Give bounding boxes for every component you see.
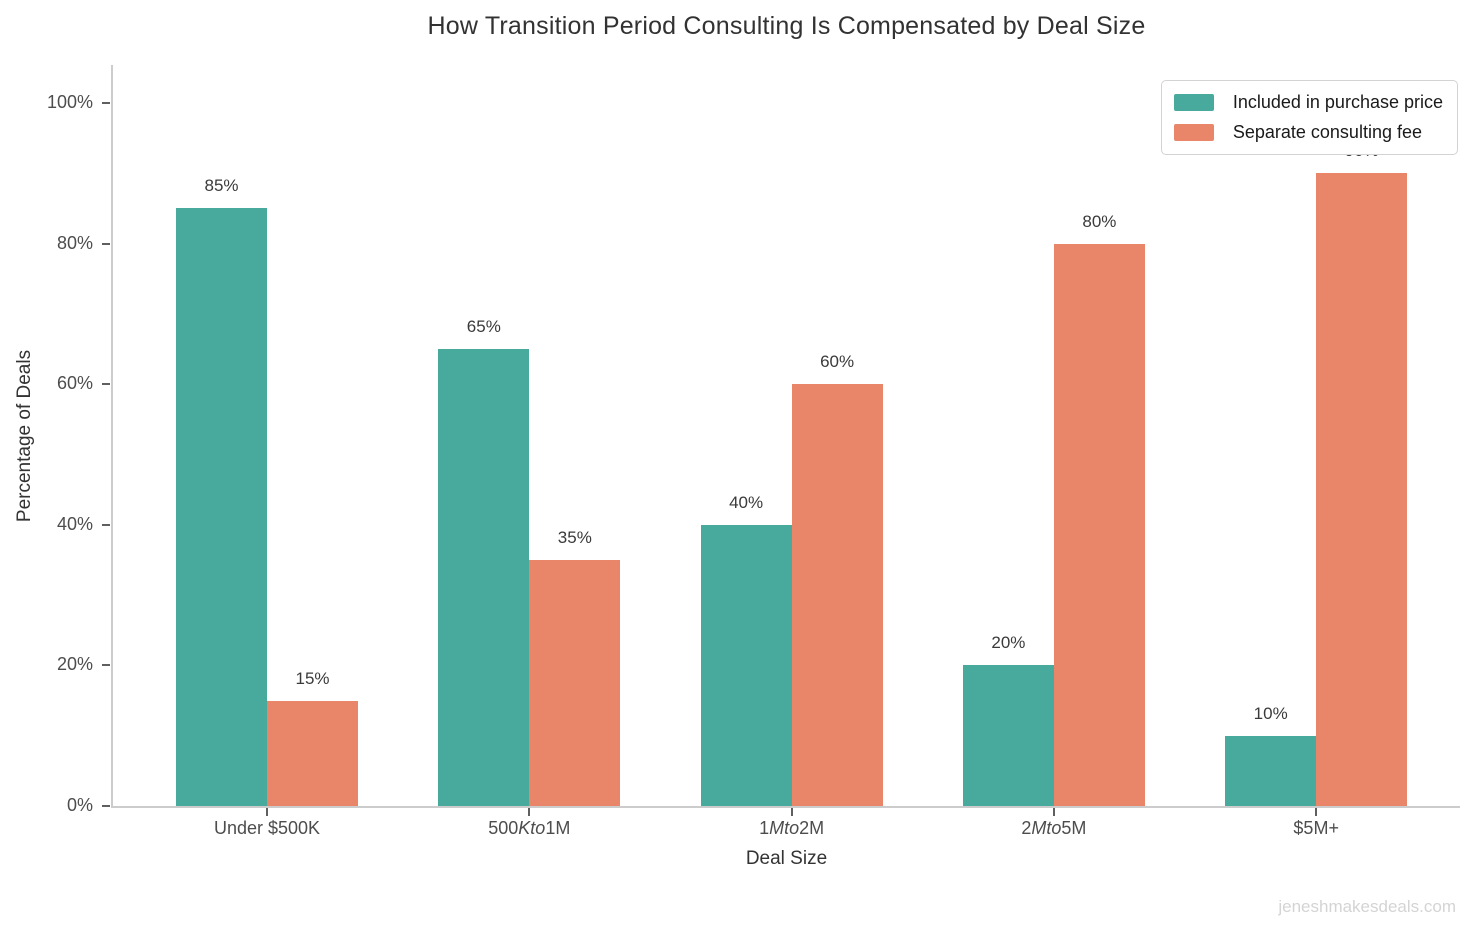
y-tick-label: 80% [56,232,93,253]
value-label: 15% [295,668,330,688]
plot-area: 85%65%40%20%10%15%35%60%80%90% 0%20%40%6… [47,65,1460,869]
y-tick [102,523,110,526]
value-label: 60% [820,352,855,372]
chart-title: How Transition Period Consulting Is Comp… [427,12,1146,40]
y-tick [102,805,110,807]
bar [1316,173,1408,806]
x-tick-label-part: 1M [545,818,571,838]
x-tick-label-part: Under $500K [213,818,321,838]
y-axis-label: Percentage of Deals [14,349,35,523]
bar [1225,735,1317,806]
legend-swatch-icon [1173,94,1214,111]
legend: Included in purchase price Separate consu… [1160,80,1458,155]
y-axis-spine [111,65,113,806]
bar [267,700,358,806]
y-tick-label: 40% [56,513,93,534]
x-tick-label-part: 500 [488,818,519,838]
x-tick-label-part: 2 [1021,818,1032,838]
value-label: 80% [1082,211,1117,231]
x-tick [266,808,268,816]
x-tick [1052,808,1055,816]
x-tick-label-part: Mto [1031,818,1062,838]
legend-label: Separate consulting fee [1232,122,1422,142]
x-tick [790,808,793,816]
x-tick-label: 2Mto5M [1021,818,1086,839]
value-label: 85% [204,176,239,196]
legend-label: Included in purchase price [1232,92,1443,112]
x-tick-label: 500Kto1M [488,818,570,839]
x-tick-label: Under $500K [214,818,320,839]
value-label: 10% [1253,703,1288,723]
x-tick-label: 1Mto2M [759,818,824,839]
bar [176,208,267,806]
value-label: 35% [557,527,592,547]
y-tick [102,242,110,245]
bar [962,665,1054,806]
x-tick-label: $5M+ [1293,818,1339,839]
legend-item: Included in purchase price [1173,92,1443,113]
value-label: 40% [729,492,764,512]
x-tick [528,808,531,816]
watermark: jeneshmakesdeals.com [1278,897,1456,916]
legend-item: Separate consulting fee [1173,122,1443,143]
y-tick-label: 100% [46,91,93,112]
x-axis-label: Deal Size [745,848,828,869]
x-axis-spine [111,806,1460,808]
x-tick-label-part: Kto [518,818,546,838]
bar [1053,243,1145,806]
x-tick-label-part: Mto [769,818,800,838]
y-tick-label: 20% [56,654,93,675]
y-tick [102,664,110,667]
x-tick-label-part: 5M [1061,818,1087,838]
x-tick-label-part: $5M+ [1293,818,1339,838]
y-tick [102,101,110,104]
value-label: 20% [991,633,1026,653]
y-tick-label: 0% [66,795,93,815]
value-label: 65% [466,316,501,336]
bar [529,559,621,806]
x-tick-label-part: 1 [759,818,770,838]
y-tick [102,383,110,386]
y-tick-label: 60% [56,373,93,394]
x-tick-label-part: 2M [799,818,825,838]
x-tick [1315,808,1318,816]
legend-swatch-icon [1173,124,1214,141]
bar [791,384,883,806]
bar [438,349,530,806]
bar [700,524,792,806]
